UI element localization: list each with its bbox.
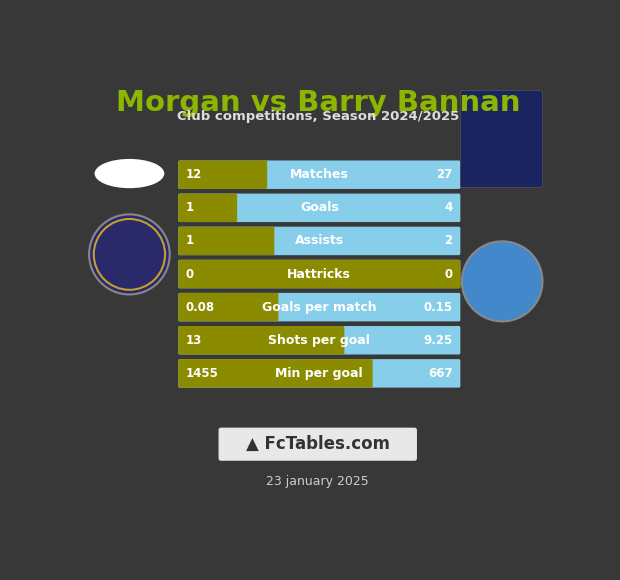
Text: 0.08: 0.08 [186, 300, 215, 314]
Text: Morgan vs Barry Bannan: Morgan vs Barry Bannan [115, 89, 520, 117]
Text: 13: 13 [186, 334, 202, 347]
Circle shape [89, 215, 170, 295]
Text: Club competitions, Season 2024/2025: Club competitions, Season 2024/2025 [177, 110, 459, 122]
Text: 1: 1 [186, 234, 194, 248]
Text: 0: 0 [445, 267, 453, 281]
Text: 23 january 2025: 23 january 2025 [267, 475, 369, 488]
FancyBboxPatch shape [179, 260, 460, 288]
Text: 667: 667 [428, 367, 453, 380]
Text: Hattricks: Hattricks [287, 267, 352, 281]
Text: 4: 4 [445, 201, 453, 215]
FancyBboxPatch shape [179, 194, 460, 222]
FancyBboxPatch shape [219, 427, 417, 461]
Text: Assists: Assists [294, 234, 344, 248]
FancyBboxPatch shape [179, 293, 460, 321]
FancyBboxPatch shape [179, 194, 237, 222]
Text: Min per goal: Min per goal [275, 367, 363, 380]
Text: 0.15: 0.15 [423, 300, 453, 314]
Text: 12: 12 [186, 168, 202, 181]
FancyBboxPatch shape [179, 227, 460, 255]
Text: 0: 0 [186, 267, 194, 281]
FancyBboxPatch shape [179, 359, 460, 387]
Text: ▲ FcTables.com: ▲ FcTables.com [246, 435, 390, 453]
FancyBboxPatch shape [179, 161, 460, 189]
Text: 2: 2 [445, 234, 453, 248]
FancyBboxPatch shape [179, 326, 344, 354]
Circle shape [462, 241, 542, 321]
FancyBboxPatch shape [460, 90, 542, 187]
Text: Goals: Goals [300, 201, 339, 215]
FancyBboxPatch shape [179, 293, 278, 321]
Ellipse shape [95, 159, 164, 188]
Text: Shots per goal: Shots per goal [268, 334, 370, 347]
FancyBboxPatch shape [179, 359, 373, 387]
Text: 9.25: 9.25 [423, 334, 453, 347]
FancyBboxPatch shape [179, 227, 275, 255]
Text: 1: 1 [186, 201, 194, 215]
Text: Matches: Matches [290, 168, 348, 181]
Text: 27: 27 [436, 168, 453, 181]
Text: Goals per match: Goals per match [262, 300, 376, 314]
Text: 1455: 1455 [186, 367, 219, 380]
FancyBboxPatch shape [179, 260, 460, 288]
FancyBboxPatch shape [179, 326, 460, 354]
FancyBboxPatch shape [179, 161, 267, 189]
